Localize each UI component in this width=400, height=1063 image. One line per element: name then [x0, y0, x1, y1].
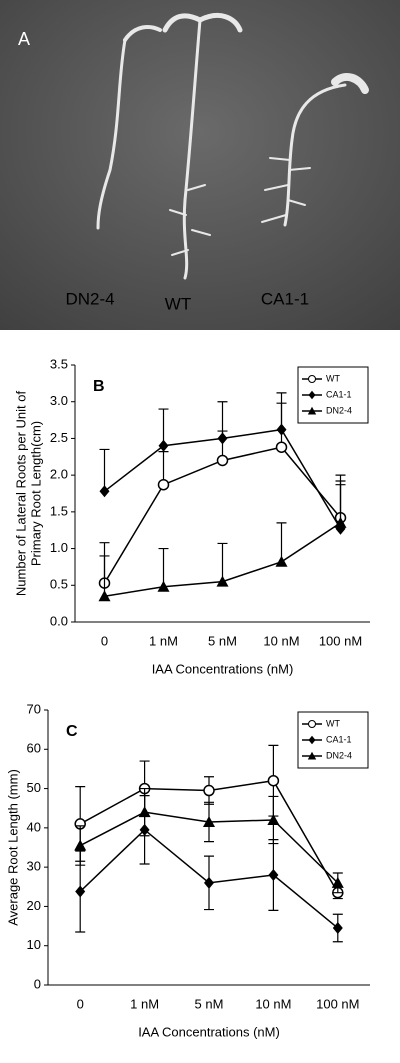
x-tick-label: 0 — [77, 996, 84, 1011]
legend-label: DN2-4 — [326, 405, 352, 415]
legend-label: CA1-1 — [326, 389, 352, 399]
marker — [267, 774, 280, 787]
legend: WT CA1-1 DN2-4 — [297, 711, 369, 769]
marker — [99, 485, 110, 498]
marker — [203, 815, 215, 827]
y-tick-label: 70 — [27, 701, 41, 716]
marker — [158, 439, 169, 452]
y-tick-label: 30 — [27, 859, 41, 874]
legend: WT CA1-1 DN2-4 — [297, 366, 369, 424]
marker — [216, 575, 229, 587]
y-tick-label: 2.0 — [50, 467, 68, 482]
x-tick-label: 0 — [101, 633, 108, 648]
x-axis-label: IAA Concentrations (nM) — [138, 1024, 280, 1039]
marker — [74, 839, 87, 851]
x-tick-label: 10 nM — [255, 996, 291, 1011]
error-bar — [276, 392, 287, 430]
y-axis-label: Average Root Length (mm) — [5, 769, 20, 926]
y-tick-label: 60 — [27, 741, 41, 756]
marker — [268, 869, 279, 881]
x-tick-label: 10 nM — [263, 633, 299, 648]
seedling-label: WT — [165, 294, 191, 313]
marker — [308, 390, 316, 400]
series — [98, 480, 347, 602]
legend-label: CA1-1 — [326, 734, 352, 744]
series — [98, 402, 347, 589]
legend-label: WT — [326, 373, 340, 383]
marker — [275, 441, 288, 453]
y-tick-label: 1.0 — [50, 540, 68, 555]
seedling-label: DN2-4 — [65, 289, 114, 308]
y-tick-label: 0 — [34, 976, 41, 991]
y-tick-label: 1.5 — [50, 503, 68, 518]
y-tick-label: 20 — [27, 898, 41, 913]
x-tick-label: 100 nM — [316, 996, 359, 1011]
marker — [157, 478, 170, 491]
marker — [138, 806, 151, 818]
error-bar — [276, 522, 287, 562]
x-tick-label: 5 nM — [208, 633, 237, 648]
marker — [334, 516, 347, 528]
y-tick-label: 2.5 — [50, 430, 68, 445]
marker — [203, 784, 215, 797]
y-axis-label: Primary Root Length(cm) — [28, 421, 43, 566]
error-bar — [158, 547, 169, 587]
marker — [307, 374, 317, 384]
seedling-label: CA1-1 — [261, 289, 309, 308]
x-tick-label: 5 nM — [195, 996, 224, 1011]
marker — [308, 735, 316, 745]
marker — [332, 922, 343, 935]
series — [74, 787, 344, 894]
y-tick-label: 0.5 — [50, 577, 68, 592]
marker — [204, 876, 214, 889]
y-tick-label: 10 — [27, 937, 41, 952]
marker — [331, 876, 344, 888]
marker — [157, 580, 170, 592]
marker — [307, 406, 317, 415]
marker — [217, 432, 228, 445]
marker — [216, 454, 229, 467]
photo-panel: A DN2-4 WT CA1-1 — [0, 0, 400, 330]
seedlings — [96, 13, 369, 280]
series — [75, 795, 343, 943]
y-tick-label: 3.0 — [50, 393, 68, 408]
y-tick-label: 0.0 — [50, 613, 68, 628]
panel-label: B — [93, 378, 105, 395]
error-bar — [99, 542, 110, 597]
marker — [267, 814, 280, 825]
marker — [75, 885, 86, 898]
x-tick-label: 1 nM — [149, 633, 178, 648]
y-tick-label: 50 — [27, 780, 41, 795]
legend-label: WT — [326, 718, 340, 728]
y-tick-label: 40 — [27, 819, 41, 834]
y-axis-label: Number of Lateral Roots per Unit of — [13, 391, 28, 597]
photo-background — [0, 0, 400, 330]
legend-label: DN2-4 — [326, 750, 352, 760]
marker — [307, 719, 317, 729]
error-bar — [217, 401, 228, 439]
x-axis-label: IAA Concentrations (nM) — [152, 661, 294, 676]
marker — [275, 555, 288, 567]
x-tick-label: 100 nM — [319, 633, 362, 648]
marker — [307, 751, 317, 760]
panel-label: A — [18, 29, 30, 49]
error-bar — [335, 480, 346, 523]
y-tick-label: 3.5 — [50, 356, 68, 371]
error-bar — [158, 408, 169, 446]
panel-label: C — [66, 723, 78, 740]
x-tick-label: 1 nM — [130, 996, 159, 1011]
marker — [276, 423, 287, 436]
marker — [98, 590, 111, 602]
error-bar — [99, 448, 110, 492]
error-bar — [217, 542, 228, 582]
